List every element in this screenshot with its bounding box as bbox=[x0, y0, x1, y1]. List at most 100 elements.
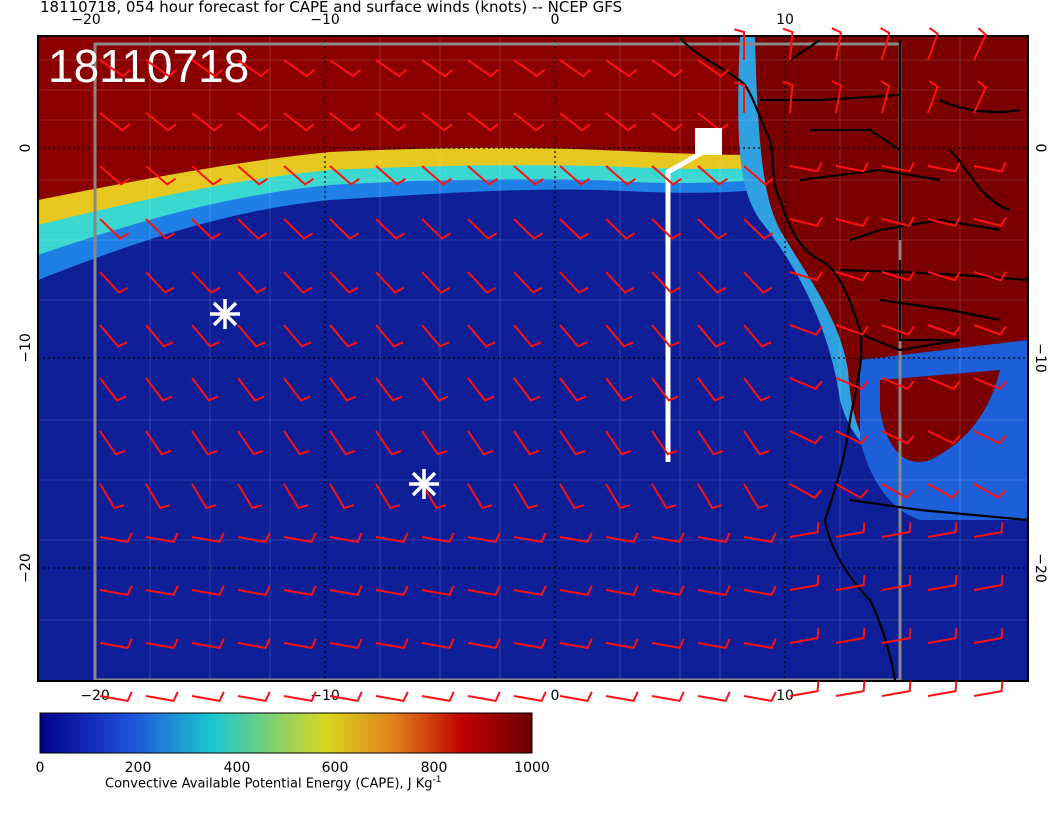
wind-barb bbox=[421, 324, 450, 348]
wind-barb bbox=[927, 271, 961, 282]
wind-barb bbox=[237, 430, 264, 456]
wind-barb bbox=[145, 112, 177, 132]
wind-barb bbox=[283, 483, 309, 510]
wind-barb bbox=[605, 691, 639, 703]
wind-barb bbox=[789, 681, 820, 697]
wind-barb bbox=[191, 532, 225, 544]
wind-barb bbox=[559, 218, 590, 240]
wind-barb bbox=[605, 271, 635, 294]
wind-barb bbox=[283, 112, 315, 132]
wind-barb bbox=[880, 80, 891, 114]
wind-barb bbox=[973, 80, 988, 114]
wind-barb bbox=[927, 377, 961, 391]
wind-barb bbox=[973, 377, 1007, 391]
wind-barb bbox=[421, 377, 449, 402]
asterisk-marker-icon bbox=[210, 299, 240, 329]
wind-barb bbox=[283, 218, 314, 240]
wind-barb bbox=[237, 638, 271, 650]
wind-barb bbox=[99, 112, 131, 132]
wind-barb bbox=[375, 324, 404, 348]
wind-barb bbox=[237, 532, 271, 544]
wind-barb bbox=[697, 377, 725, 402]
lon-tick-top-2: −10 bbox=[310, 12, 340, 28]
wind-barb bbox=[559, 691, 593, 703]
wind-barb bbox=[835, 377, 869, 391]
wind-barb bbox=[927, 575, 958, 591]
cbar-tick-600: 600 bbox=[322, 760, 349, 776]
trajectory-line bbox=[665, 145, 712, 462]
wind-barb bbox=[145, 324, 174, 348]
wind-barb bbox=[513, 377, 541, 402]
wind-barb bbox=[467, 483, 493, 510]
wind-barb bbox=[283, 691, 317, 703]
wind-barb bbox=[99, 165, 130, 186]
wind-barb bbox=[927, 216, 961, 227]
wind-barb bbox=[605, 59, 638, 78]
wind-barb bbox=[605, 218, 636, 240]
wind-barb bbox=[421, 271, 451, 294]
wind-barb bbox=[559, 532, 593, 544]
wind-barb bbox=[743, 271, 773, 294]
wind-barb bbox=[329, 112, 361, 132]
wind-barb bbox=[237, 377, 265, 402]
lon-tick-top-4: 10 bbox=[776, 12, 794, 28]
wind-barbs bbox=[99, 27, 1007, 703]
wind-barb bbox=[927, 522, 958, 538]
wind-barb bbox=[559, 165, 590, 186]
wind-barb bbox=[927, 80, 939, 114]
wind-barb bbox=[927, 324, 961, 336]
lat-tick-left-1: 0 bbox=[18, 144, 34, 153]
wind-barb bbox=[734, 28, 745, 60]
wind-barb bbox=[881, 522, 912, 538]
wind-barb bbox=[927, 681, 958, 697]
wind-barb bbox=[375, 585, 409, 597]
wind-barb bbox=[831, 80, 843, 114]
wind-barb bbox=[467, 691, 501, 703]
wind-barb bbox=[651, 165, 682, 186]
cbar-tick-400: 400 bbox=[224, 760, 251, 776]
wind-barb bbox=[697, 218, 728, 240]
wind-barb bbox=[697, 638, 731, 650]
wind-barb bbox=[191, 112, 223, 132]
land-cape-core bbox=[755, 36, 1028, 450]
wind-barb bbox=[743, 638, 777, 650]
lon-tick-bottom-4: 10 bbox=[776, 688, 794, 704]
wind-barb bbox=[881, 483, 915, 499]
wind-barb bbox=[651, 218, 682, 240]
wind-barb bbox=[467, 59, 500, 78]
wind-barb bbox=[782, 80, 794, 114]
wind-barb bbox=[789, 161, 823, 173]
wind-barb bbox=[467, 585, 501, 597]
wind-barb bbox=[789, 628, 820, 644]
wind-barb bbox=[651, 430, 678, 456]
wind-barb bbox=[831, 27, 843, 61]
wind-barb bbox=[329, 585, 363, 597]
wind-barb bbox=[375, 271, 405, 294]
wind-barb bbox=[927, 483, 961, 499]
wind-barb bbox=[559, 59, 592, 78]
wind-barb bbox=[559, 638, 593, 650]
wind-barb bbox=[145, 377, 173, 402]
wind-barb bbox=[283, 165, 314, 186]
wind-barb bbox=[191, 638, 225, 650]
wind-barb bbox=[237, 218, 268, 240]
wind-barb bbox=[743, 165, 774, 186]
wind-barb bbox=[734, 81, 745, 113]
map-frame bbox=[37, 35, 1029, 682]
wind-barb bbox=[789, 271, 823, 282]
wind-barb bbox=[835, 522, 866, 538]
wind-barb bbox=[421, 532, 455, 544]
wind-barb bbox=[99, 218, 130, 240]
wind-barb bbox=[605, 165, 636, 186]
wind-barb bbox=[99, 638, 133, 650]
wind-barb bbox=[99, 271, 129, 294]
wind-barb bbox=[283, 638, 317, 650]
wind-barb bbox=[283, 377, 311, 402]
wind-barb bbox=[145, 165, 176, 186]
wind-barb bbox=[329, 691, 363, 703]
wind-barb bbox=[467, 324, 496, 348]
wind-barb bbox=[789, 575, 820, 591]
wind-barb bbox=[881, 161, 915, 173]
wind-barb bbox=[973, 216, 1007, 227]
wind-barb bbox=[467, 430, 494, 456]
